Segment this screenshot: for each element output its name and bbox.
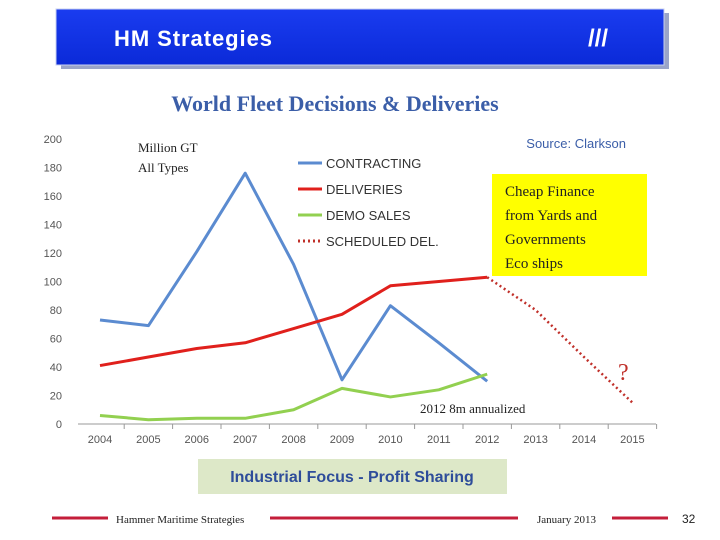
annotation: 2012 8m annualized [420, 401, 526, 416]
legend-label: CONTRACTING [326, 156, 421, 171]
annotation: ? [618, 360, 629, 386]
series-line [99, 372, 488, 422]
series-line [486, 276, 634, 404]
legend-label: DELIVERIES [326, 182, 403, 197]
y-tick-label: 200 [44, 134, 62, 146]
x-tick-label: 2011 [427, 434, 451, 446]
footer-company: Hammer Maritime Strategies [116, 514, 244, 526]
subtitle: All Types [138, 160, 189, 175]
x-tick-label: 2006 [185, 434, 209, 446]
series-line [99, 171, 489, 383]
x-tick-label: 2014 [572, 434, 596, 446]
series-line [99, 275, 488, 368]
x-tick-label: 2015 [620, 434, 644, 446]
header-title: HM Strategies [114, 26, 272, 51]
x-tick-label: 2004 [88, 434, 112, 446]
y-tick-label: 40 [50, 362, 62, 374]
annotation: from Yards and [505, 208, 598, 224]
y-tick-label: 180 [44, 163, 62, 175]
unit-label: Million GT [138, 140, 198, 155]
page-number: 32 [682, 512, 696, 526]
x-tick-label: 2005 [136, 434, 160, 446]
x-tick-label: 2009 [330, 434, 354, 446]
header-mark: /// [588, 25, 608, 52]
footer-date: January 2013 [537, 514, 596, 526]
banner-box [198, 459, 507, 494]
header-bar [55, 8, 665, 66]
annotation: Governments [505, 232, 586, 248]
banner: Industrial Focus - Profit Sharing [230, 469, 474, 486]
legend-label: DEMO SALES [326, 208, 411, 223]
x-tick-label: 2007 [233, 434, 257, 446]
y-tick-label: 100 [44, 277, 62, 289]
chart-title: World Fleet Decisions & Deliveries [171, 91, 499, 116]
callout-box [492, 174, 647, 276]
y-tick-label: 140 [44, 220, 62, 232]
y-tick-label: 20 [50, 391, 62, 403]
x-tick-label: 2008 [281, 434, 305, 446]
source: Source: Clarkson [526, 136, 626, 151]
legend-label: SCHEDULED DEL. [326, 234, 439, 249]
x-tick-label: 2012 [475, 434, 499, 446]
x-tick-label: 2010 [378, 434, 402, 446]
annotation: Eco ships [505, 256, 563, 272]
y-tick-label: 160 [44, 191, 62, 203]
y-tick-label: 80 [50, 305, 62, 317]
y-tick-label: 120 [44, 248, 62, 260]
annotation: Cheap Finance [505, 184, 595, 200]
x-tick-label: 2013 [523, 434, 547, 446]
y-tick-label: 0 [56, 419, 62, 431]
y-tick-label: 60 [50, 334, 62, 346]
